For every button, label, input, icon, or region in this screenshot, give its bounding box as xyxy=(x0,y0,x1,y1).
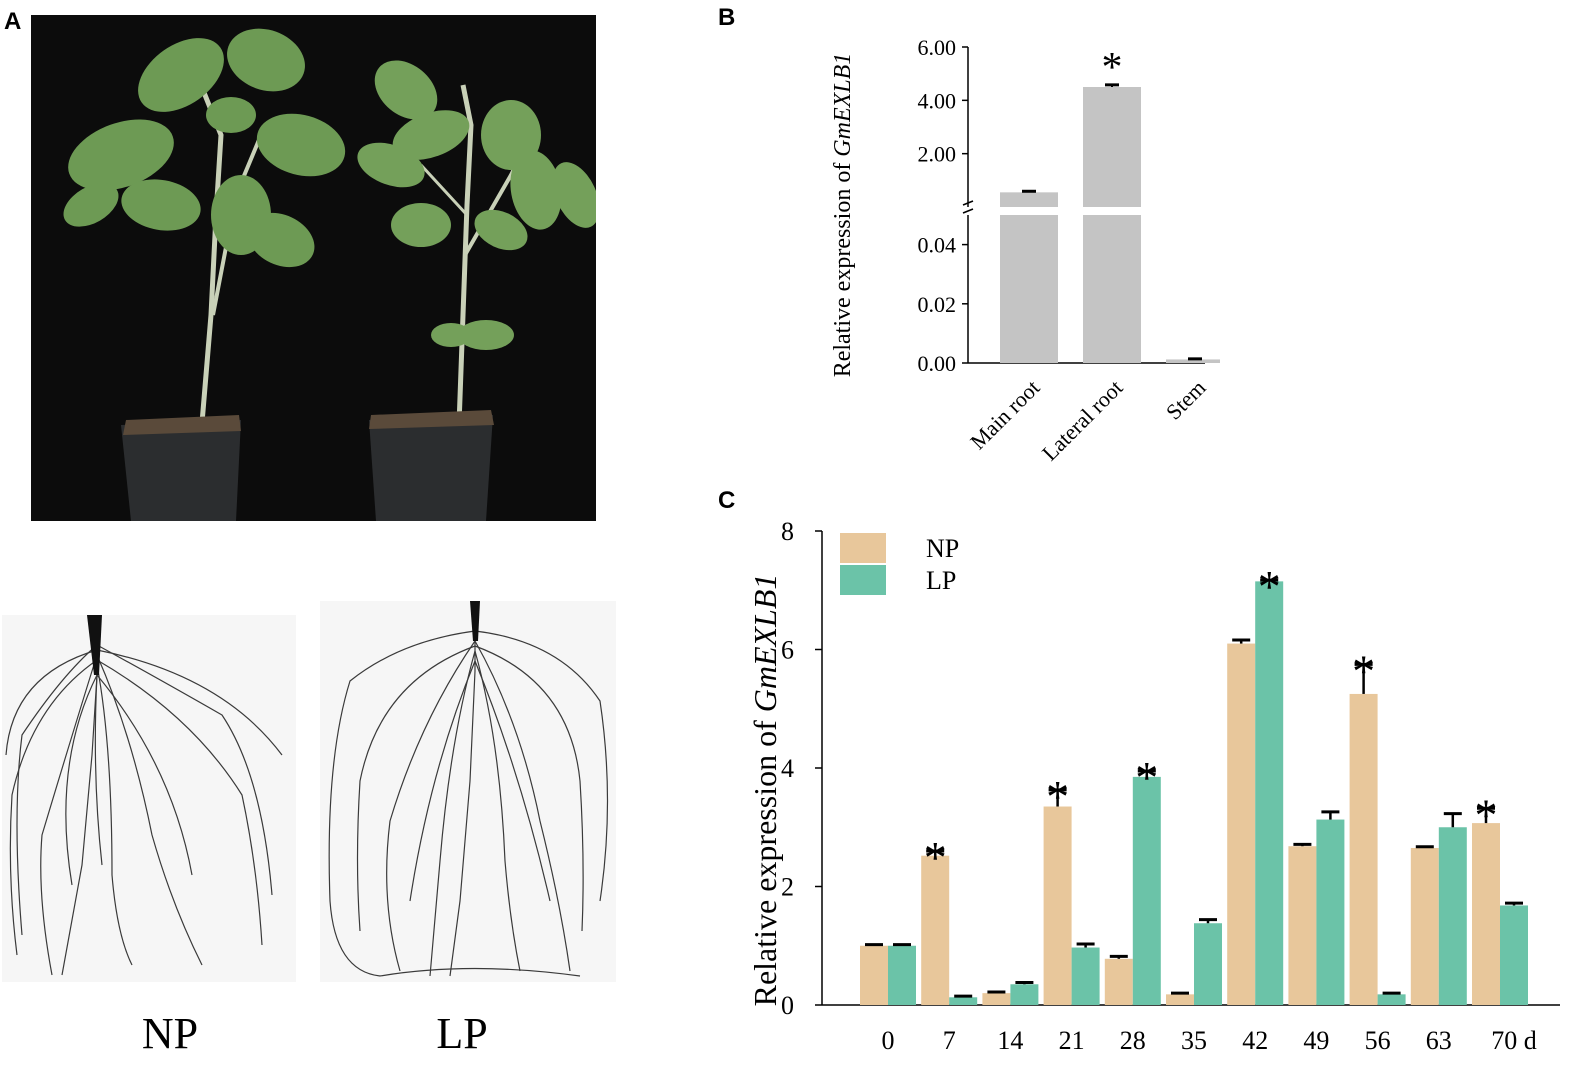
x-tick-label: Main root xyxy=(965,375,1044,454)
lp-caption: LP xyxy=(436,1009,488,1058)
x-tick-label: 35 xyxy=(1181,1026,1207,1055)
legend-lp-swatch xyxy=(840,565,886,595)
np-bar xyxy=(1349,693,1378,1005)
y-tick-label: 6 xyxy=(781,636,794,665)
np-bar xyxy=(860,945,888,1005)
y-tick-label: 2.00 xyxy=(918,142,957,167)
np-bar xyxy=(1166,994,1194,1005)
panel-label-a: A xyxy=(4,8,22,35)
y-tick-label: 4 xyxy=(781,754,794,783)
x-tick-label: 56 xyxy=(1365,1026,1391,1055)
bar xyxy=(1000,192,1058,207)
x-tick-label: 21 xyxy=(1059,1026,1085,1055)
y-tick-label: 8 xyxy=(781,517,794,546)
np-root-scan xyxy=(2,614,296,982)
y-tick-label: 0.04 xyxy=(918,233,957,258)
lp-bar xyxy=(1132,776,1161,1005)
lp-bar xyxy=(949,997,978,1005)
legend-lp-label: LP xyxy=(926,566,956,595)
lp-bar xyxy=(1194,923,1222,1005)
bar xyxy=(1000,215,1058,363)
np-bar xyxy=(921,855,950,1005)
significance-star: * xyxy=(1475,789,1498,840)
lp-root-scan xyxy=(320,601,616,982)
x-tick-label: Lateral root xyxy=(1037,375,1128,466)
lp-bar xyxy=(1071,947,1100,1005)
lp-bar xyxy=(1438,827,1467,1005)
panel-label-b: B xyxy=(718,4,736,31)
x-tick-label: 63 xyxy=(1426,1026,1452,1055)
legend-np-label: NP xyxy=(926,534,959,563)
lp-bar xyxy=(1377,994,1406,1005)
axis-break-mark xyxy=(962,200,974,206)
np-bar xyxy=(1043,806,1072,1005)
lp-bar xyxy=(1316,819,1345,1005)
y-tick-label: 0 xyxy=(781,991,794,1020)
x-tick-label: 14 xyxy=(997,1026,1023,1055)
np-bar xyxy=(1410,847,1439,1005)
np-bar xyxy=(982,993,1011,1005)
x-tick-label: 49 xyxy=(1303,1026,1329,1055)
x-tick-label: 0 xyxy=(882,1026,895,1055)
np-caption: NP xyxy=(141,1009,199,1058)
y-axis-label: Relative expression of GmEXLB1 xyxy=(747,574,783,1007)
np-bar xyxy=(1288,846,1317,1005)
panel-label-c: C xyxy=(718,487,736,514)
bar xyxy=(1166,359,1220,363)
y-axis-label: Relative expression of GmEXLB1 xyxy=(830,53,856,378)
y-tick-label: 0.02 xyxy=(918,292,957,317)
np-bar xyxy=(1472,823,1500,1005)
lp-bar xyxy=(888,945,916,1005)
np-bar xyxy=(1104,958,1133,1005)
lp-bar xyxy=(1255,581,1284,1005)
time-course-expression-chart: 0 2 4 6 8 0 * 7 14 * 21 * 28 35 * 42 49 * 56 63 * 70 d NP LP Rel… xyxy=(747,517,1560,1055)
lp-bar xyxy=(1010,984,1039,1005)
significance-star: * xyxy=(1102,45,1123,91)
np-bar xyxy=(1227,643,1256,1005)
bar xyxy=(1083,215,1141,363)
bar xyxy=(1083,87,1141,207)
y-tick-label: 6.00 xyxy=(918,35,957,60)
x-tick-label: 28 xyxy=(1120,1026,1146,1055)
legend-np-swatch xyxy=(840,533,886,563)
significance-star: * xyxy=(1135,752,1158,803)
significance-star: * xyxy=(1258,561,1281,612)
significance-star: * xyxy=(1352,645,1375,696)
significance-star: * xyxy=(1046,771,1069,822)
soybean-plants-photo xyxy=(31,15,600,521)
tissue-expression-chart: 2.00 4.00 6.00 0.00 0.02 0.04 Main root * Latera… xyxy=(830,35,1220,466)
significance-star: * xyxy=(924,832,947,883)
lp-bar xyxy=(1500,905,1528,1005)
y-tick-label: 0.00 xyxy=(918,351,957,376)
x-tick-label: Stem xyxy=(1161,375,1211,425)
y-tick-label: 4.00 xyxy=(918,88,957,113)
x-tick-label: 70 d xyxy=(1491,1026,1537,1055)
x-tick-label: 42 xyxy=(1242,1026,1268,1055)
axis-break-mark xyxy=(962,208,974,214)
y-tick-label: 2 xyxy=(781,873,794,902)
x-tick-label: 7 xyxy=(943,1026,956,1055)
